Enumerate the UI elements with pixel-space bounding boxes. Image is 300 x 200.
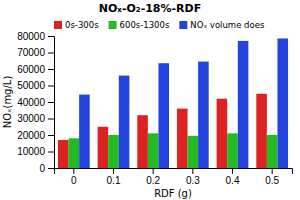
y-tick-label: 10000: [17, 146, 45, 157]
bar: [119, 76, 130, 168]
y-tick-mark: [48, 86, 54, 87]
x-tick: 0: [71, 168, 77, 186]
bar: [108, 135, 119, 168]
y-tick-mark: [48, 152, 54, 153]
y-tick-mark: [48, 135, 54, 136]
x-tick-mark: [73, 168, 74, 174]
x-axis-line: [55, 169, 293, 175]
x-tick: 0.2: [146, 168, 160, 186]
y-tick-label: 80000: [17, 31, 45, 42]
legend: 0s-300s 600s-1300s NOₓ volume does: [54, 20, 265, 30]
bar: [177, 109, 188, 168]
bar: [158, 63, 169, 168]
y-tick-label: 50000: [17, 80, 45, 91]
title: NOₓ-O₂-18%-RDF: [99, 2, 201, 15]
y-tick-mark: [48, 53, 54, 54]
y-tick-mark: [48, 102, 54, 103]
bar: [69, 138, 80, 168]
y-tick-label: 0: [39, 163, 45, 174]
x-tick-label: 0: [71, 175, 77, 186]
y-tick: 40000: [17, 97, 54, 108]
y-tick-mark: [48, 168, 54, 169]
y-tick: 0: [39, 163, 54, 174]
y-tick: 70000: [17, 47, 54, 58]
y-tick-mark: [48, 69, 54, 70]
legend-swatch: [179, 21, 187, 29]
bar: [58, 140, 69, 168]
x-tick: 0.1: [107, 168, 121, 186]
legend-label: 600s-1300s: [120, 20, 170, 30]
y-axis-title: NOₓ(mg/L): [2, 76, 13, 129]
x-axis: 0 0.1 0.2 0.3 0.4 0.5: [55, 168, 293, 186]
bar: [137, 115, 148, 168]
y-tick-label: 40000: [17, 97, 45, 108]
y-tick: 80000: [17, 31, 54, 42]
y-axis: 0 10000 20000 30000 40000 50000 60000 70000 8000…: [17, 31, 54, 174]
x-tick-label: 0.1: [107, 175, 121, 186]
x-tick-label: 0.4: [226, 175, 240, 186]
bar: [188, 136, 199, 168]
y-tick: 10000: [17, 146, 54, 157]
bar: [98, 127, 109, 168]
legend-swatch: [109, 21, 117, 29]
bar: [267, 135, 278, 168]
plot: 0 0.1 0.2 0.3 0.4 0.5 0 10000 20000 30000 40000 500…: [17, 31, 292, 186]
x-tick: 0.5: [265, 168, 279, 186]
y-tick-label: 30000: [17, 113, 45, 124]
legend-item: 600s-1300s: [109, 20, 170, 30]
y-tick: 60000: [17, 64, 54, 75]
bars: [58, 38, 288, 168]
x-tick-label: 0.5: [265, 175, 279, 186]
bar: [238, 41, 249, 168]
y-tick-label: 70000: [17, 47, 45, 58]
y-tick: 30000: [17, 113, 54, 124]
bar: [277, 38, 288, 168]
y-tick-mark: [48, 36, 54, 37]
bar: [79, 95, 90, 168]
bar: [217, 99, 228, 168]
x-tick-mark: [232, 168, 233, 174]
series: [79, 38, 288, 168]
x-tick-label: 0.3: [186, 175, 200, 186]
y-tick: 20000: [17, 130, 54, 141]
x-tick-mark: [272, 168, 273, 174]
legend-label: NOₓ volume does: [190, 20, 265, 30]
y-tick-mark: [48, 119, 54, 120]
bar: [148, 133, 159, 168]
chart: NOₓ-O₂-18%-RDF0s-300s 600s-1300s NOₓ volum…: [0, 0, 300, 200]
bar: [256, 94, 267, 168]
legend-swatch: [54, 21, 62, 29]
x-tick: 0.4: [226, 168, 240, 186]
x-tick-mark: [192, 168, 193, 174]
x-axis-title: RDF (g): [154, 188, 192, 199]
x-tick-mark: [153, 168, 154, 174]
y-axis-line: [48, 37, 55, 169]
x-tick-mark: [113, 168, 114, 174]
legend-label: 0s-300s: [65, 20, 99, 30]
y-tick-label: 60000: [17, 64, 45, 75]
bar: [198, 62, 209, 168]
bar: [227, 133, 238, 168]
x-tick-label: 0.2: [146, 175, 160, 186]
x-tick: 0.3: [186, 168, 200, 186]
legend-item: 0s-300s: [54, 20, 99, 30]
y-tick-label: 20000: [17, 130, 45, 141]
legend-item: NOₓ volume does: [179, 20, 265, 30]
y-tick: 50000: [17, 80, 54, 91]
